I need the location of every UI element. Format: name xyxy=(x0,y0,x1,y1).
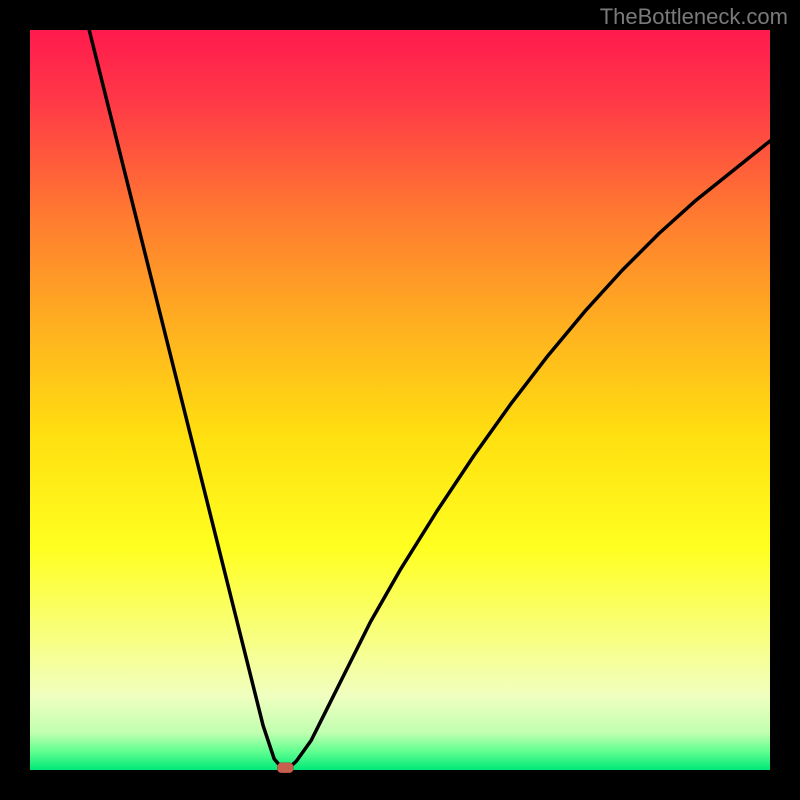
chart-container: TheBottleneck.com xyxy=(0,0,800,800)
bottleneck-point xyxy=(277,763,293,773)
bottleneck-chart xyxy=(0,0,800,800)
watermark-text: TheBottleneck.com xyxy=(600,4,788,30)
plot-background xyxy=(30,30,770,770)
